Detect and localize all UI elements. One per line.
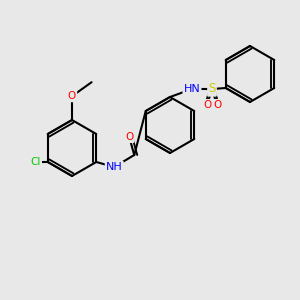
Text: O: O — [68, 91, 76, 101]
Text: HN: HN — [184, 84, 200, 94]
Text: O: O — [203, 100, 211, 110]
Text: O: O — [213, 100, 221, 110]
Text: Cl: Cl — [31, 157, 41, 167]
Text: NH: NH — [106, 162, 123, 172]
Text: O: O — [125, 132, 134, 142]
Text: S: S — [208, 82, 216, 95]
